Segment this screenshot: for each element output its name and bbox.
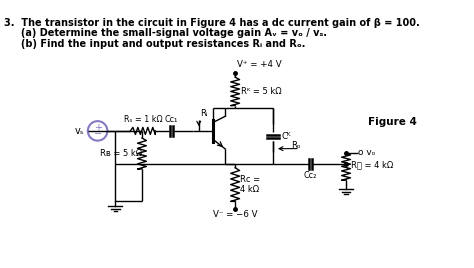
Text: Cᴄ₂: Cᴄ₂ — [304, 171, 317, 180]
Text: Cᴄ₁: Cᴄ₁ — [164, 115, 178, 124]
Text: Rₒ: Rₒ — [291, 141, 301, 150]
Text: (b) Find the input and output resistances Rᵢ and Rₒ.: (b) Find the input and output resistance… — [4, 39, 306, 49]
Text: (a) Determine the small-signal voltage gain Aᵥ = vₒ / vₛ.: (a) Determine the small-signal voltage g… — [4, 28, 328, 38]
Text: Cᴷ: Cᴷ — [281, 132, 291, 141]
Text: −: − — [93, 129, 101, 139]
Text: Rᴷ = 5 kΩ: Rᴷ = 5 kΩ — [241, 87, 282, 96]
Text: Rᴄ =
4 kΩ: Rᴄ = 4 kΩ — [240, 175, 261, 194]
Text: +: + — [93, 123, 101, 133]
Text: o vₒ: o vₒ — [358, 148, 376, 157]
Text: V⁺ = +4 V: V⁺ = +4 V — [237, 60, 282, 69]
Text: Figure 4: Figure 4 — [368, 117, 417, 126]
Text: R⧸ = 4 kΩ: R⧸ = 4 kΩ — [351, 161, 393, 170]
Text: Rₛ = 1 kΩ: Rₛ = 1 kΩ — [124, 115, 162, 124]
Text: 3.  The transistor in the circuit in Figure 4 has a dc current gain of β = 100.: 3. The transistor in the circuit in Figu… — [4, 18, 420, 28]
Text: vₛ: vₛ — [75, 126, 84, 136]
Text: Rᵢ: Rᵢ — [201, 109, 208, 118]
Text: Rʙ = 5 kΩ: Rʙ = 5 kΩ — [100, 148, 142, 158]
Text: V⁻ = −6 V: V⁻ = −6 V — [213, 210, 257, 219]
